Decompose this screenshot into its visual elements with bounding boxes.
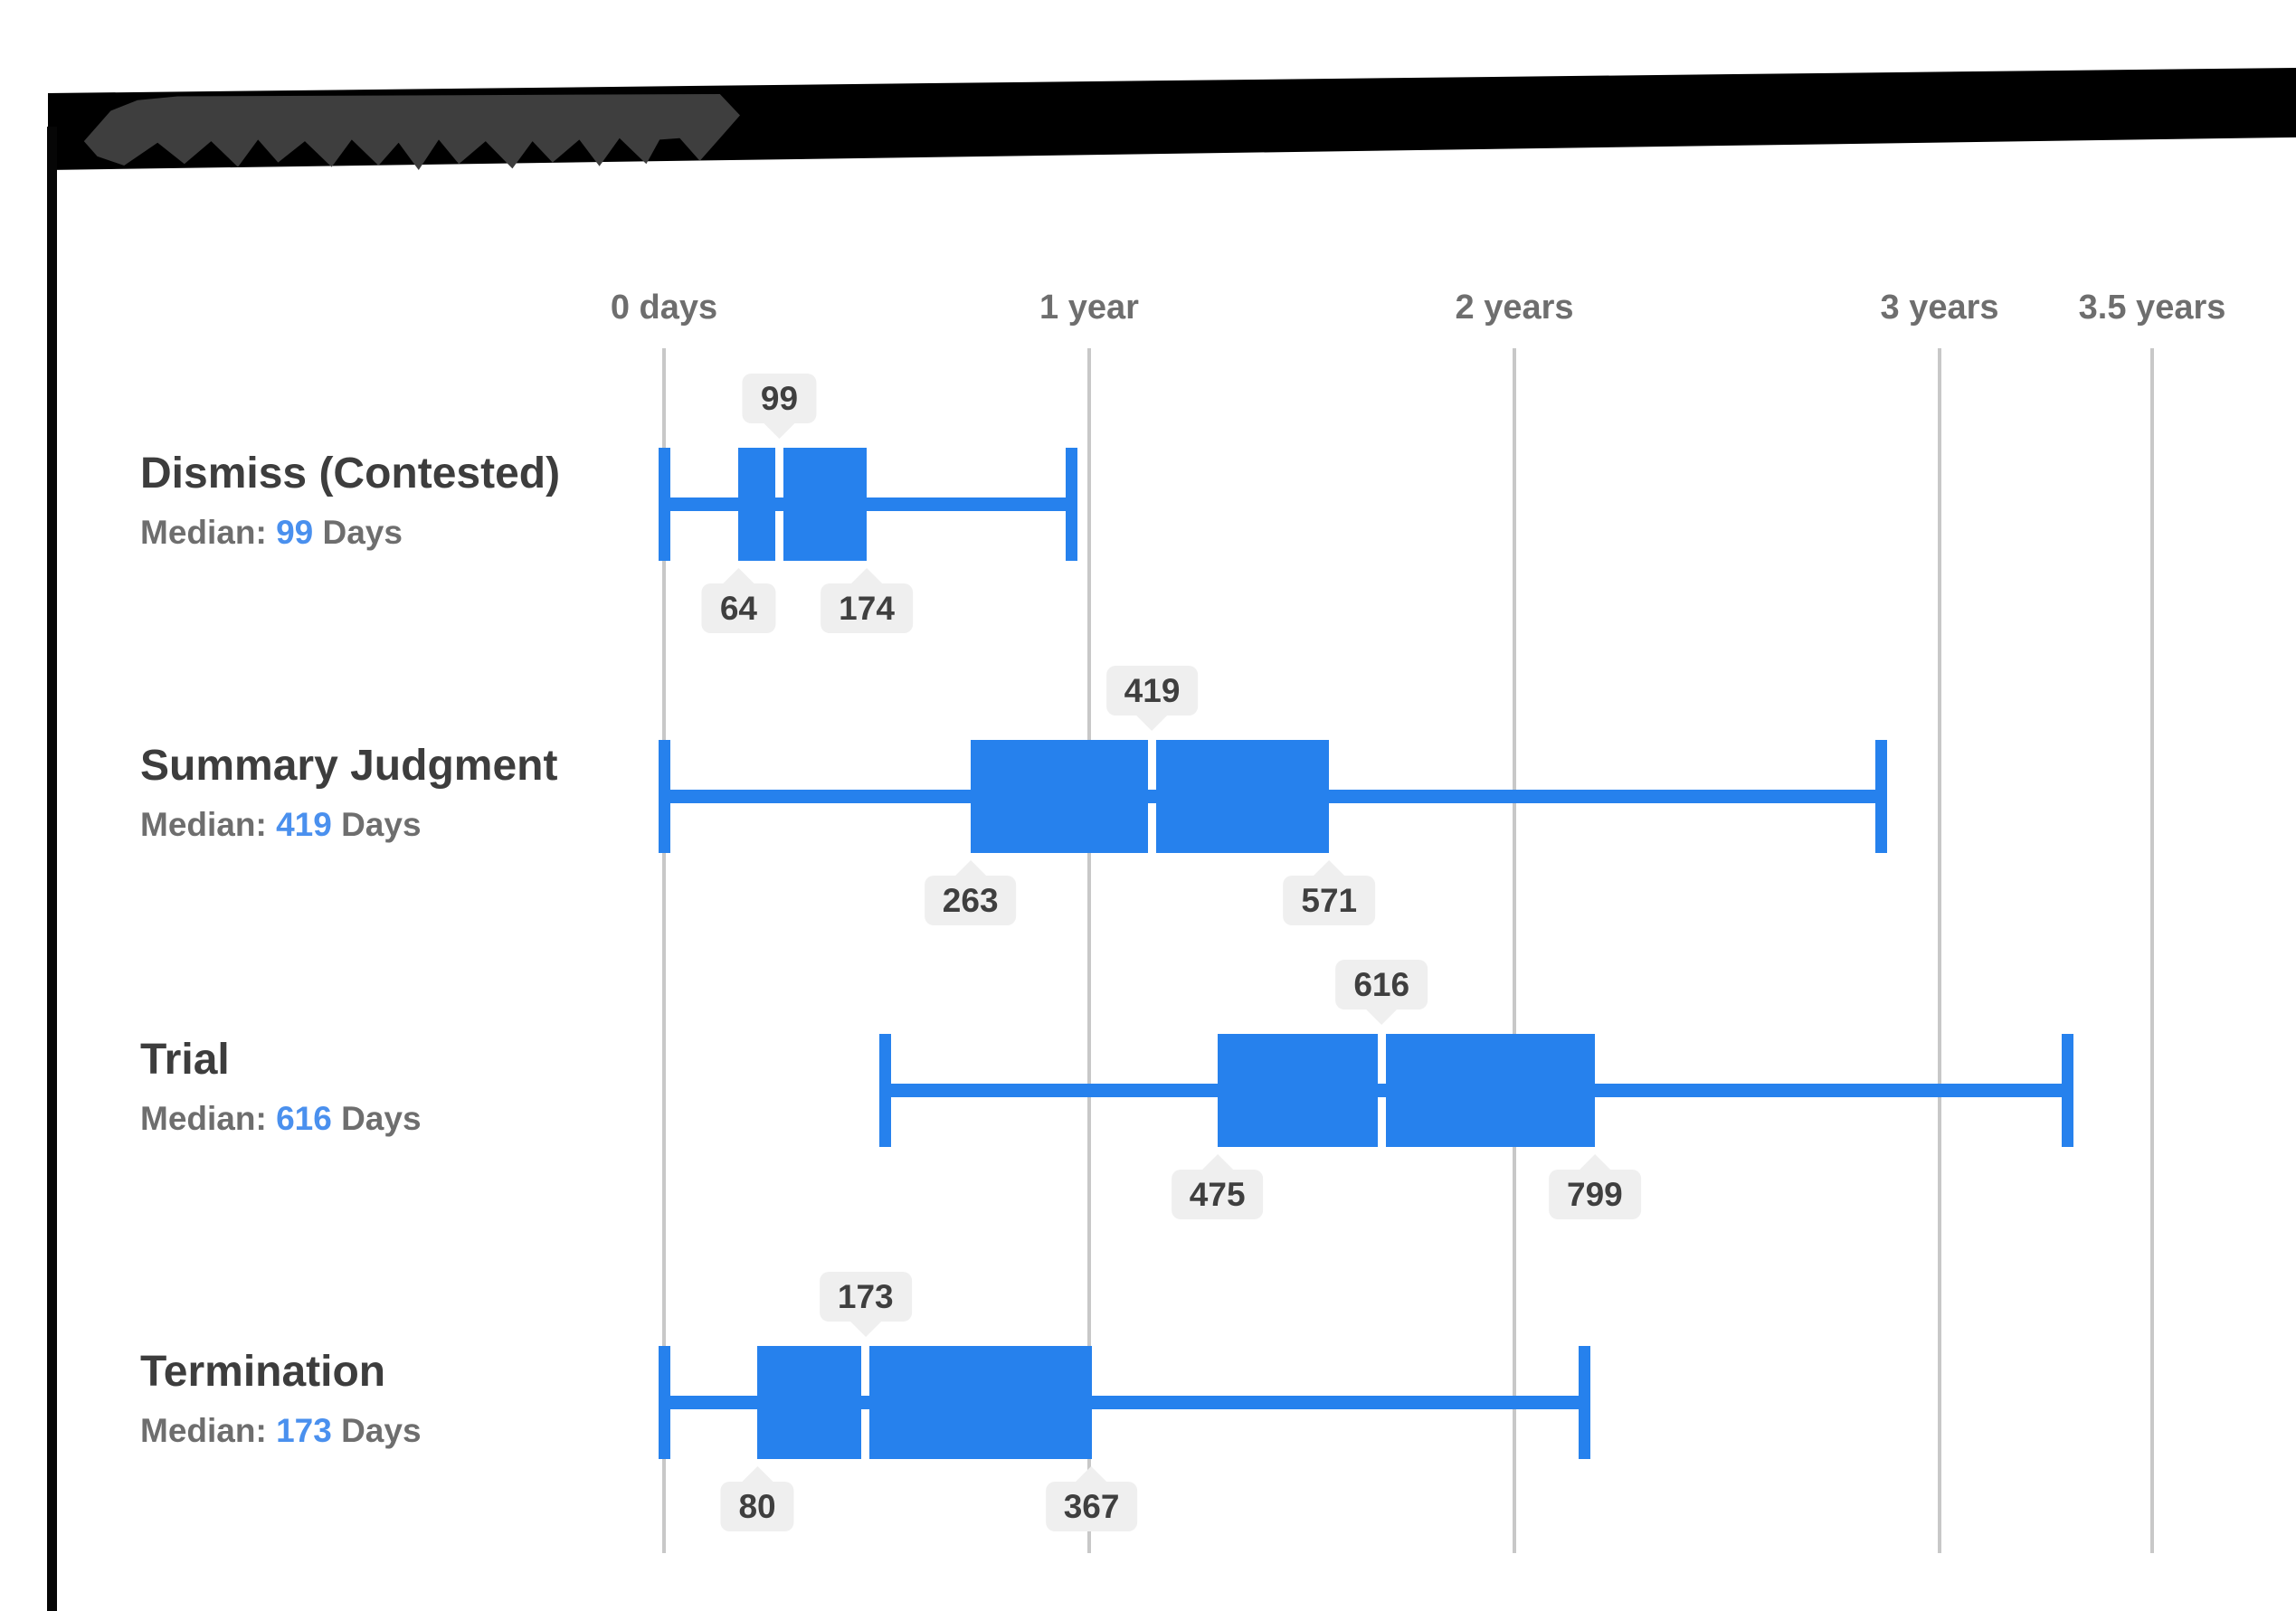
median-prefix: Median: [140, 514, 267, 551]
gridline [1087, 348, 1091, 1553]
badge-tail-down-icon [764, 422, 795, 439]
box-median-to-q3[interactable] [1156, 739, 1330, 853]
box-median-to-q3[interactable] [869, 1345, 1092, 1459]
median-value: 616 [276, 1100, 332, 1137]
median-suffix: Days [341, 1412, 422, 1449]
box-q1-to-median[interactable] [970, 739, 1149, 853]
whisker-line [664, 497, 1072, 511]
badge-tail-up-icon [1579, 1153, 1610, 1170]
row-label: Trial [140, 1036, 230, 1084]
whisker-cap-low [879, 1033, 892, 1147]
median-suffix: Days [322, 514, 403, 551]
badge-tail-down-icon [1366, 1009, 1398, 1025]
median-badge[interactable]: 419 [1105, 665, 1199, 731]
row-median-text: Median: 616 Days [140, 1095, 422, 1142]
median-badge-value: 99 [742, 373, 817, 423]
gridline [1938, 348, 1942, 1553]
box-q1-to-median[interactable] [1217, 1033, 1378, 1147]
row-median-text: Median: 419 Days [140, 801, 422, 848]
q1-badge[interactable]: 64 [701, 567, 775, 633]
box-median-to-q3[interactable] [1385, 1033, 1595, 1147]
axis-tick-label: 1 year [1039, 289, 1139, 327]
q3-badge[interactable]: 799 [1548, 1153, 1641, 1219]
median-badge[interactable]: 173 [819, 1271, 912, 1337]
box-q1-to-median[interactable] [738, 447, 775, 561]
q3-badge-value: 799 [1548, 1169, 1641, 1219]
axis-tick-label: 2 years [1455, 289, 1574, 327]
box-q1-to-median[interactable] [757, 1345, 862, 1459]
q3-badge[interactable]: 571 [1283, 859, 1376, 925]
axis-tick-label: 3 years [1880, 289, 1999, 327]
median-prefix: Median: [140, 1100, 267, 1137]
median-value: 99 [276, 514, 314, 551]
median-prefix: Median: [140, 1412, 267, 1449]
median-badge-value: 616 [1335, 959, 1428, 1009]
whisker-cap-low [658, 739, 670, 853]
median-badge[interactable]: 99 [742, 373, 817, 439]
median-suffix: Days [341, 1100, 422, 1137]
q1-badge[interactable]: 80 [720, 1465, 794, 1531]
median-value: 419 [276, 806, 332, 843]
left-border-line [47, 127, 57, 1611]
badge-tail-up-icon [851, 567, 883, 583]
badge-tail-up-icon [1314, 859, 1345, 876]
axis-tick-label: 0 days [610, 289, 718, 327]
whisker-cap-high [1066, 447, 1078, 561]
gridline [2150, 348, 2155, 1553]
q3-badge-value: 174 [821, 583, 913, 633]
badge-tail-up-icon [1201, 1153, 1233, 1170]
axis-tick-label: 3.5 years [2078, 289, 2226, 327]
row-label: Dismiss (Contested) [140, 450, 561, 498]
whisker-cap-high [1578, 1345, 1590, 1459]
median-prefix: Median: [140, 806, 267, 843]
badge-tail-up-icon [723, 567, 754, 583]
median-badge[interactable]: 616 [1335, 959, 1428, 1025]
whisker-cap-low [658, 1345, 670, 1459]
whisker-cap-high [1875, 739, 1888, 853]
whisker-cap-low [658, 447, 670, 561]
badge-tail-down-icon [849, 1321, 881, 1337]
row-label: Termination [140, 1348, 386, 1396]
q1-badge-value: 263 [924, 875, 1017, 925]
badge-tail-up-icon [1076, 1465, 1107, 1482]
q1-badge-value: 64 [701, 583, 775, 633]
q3-badge[interactable]: 174 [821, 567, 913, 633]
row-label: Summary Judgment [140, 742, 558, 790]
badge-tail-up-icon [742, 1465, 773, 1482]
q1-badge-value: 80 [720, 1481, 794, 1531]
gridline [1513, 348, 1517, 1553]
median-badge-value: 173 [819, 1271, 912, 1322]
q1-badge[interactable]: 263 [924, 859, 1017, 925]
median-value: 173 [276, 1412, 332, 1449]
q1-badge-value: 475 [1171, 1169, 1264, 1219]
q3-badge-value: 367 [1045, 1481, 1138, 1531]
q3-badge-value: 571 [1283, 875, 1376, 925]
median-badge-value: 419 [1105, 665, 1199, 715]
whisker-cap-high [2062, 1033, 2074, 1147]
badge-tail-up-icon [954, 859, 986, 876]
q1-badge[interactable]: 475 [1171, 1153, 1264, 1219]
box-median-to-q3[interactable] [783, 447, 868, 561]
gridline [662, 348, 666, 1553]
row-median-text: Median: 173 Days [140, 1407, 422, 1455]
row-median-text: Median: 99 Days [140, 509, 403, 556]
badge-tail-down-icon [1136, 715, 1168, 731]
median-suffix: Days [341, 806, 422, 843]
q3-badge[interactable]: 367 [1045, 1465, 1138, 1531]
